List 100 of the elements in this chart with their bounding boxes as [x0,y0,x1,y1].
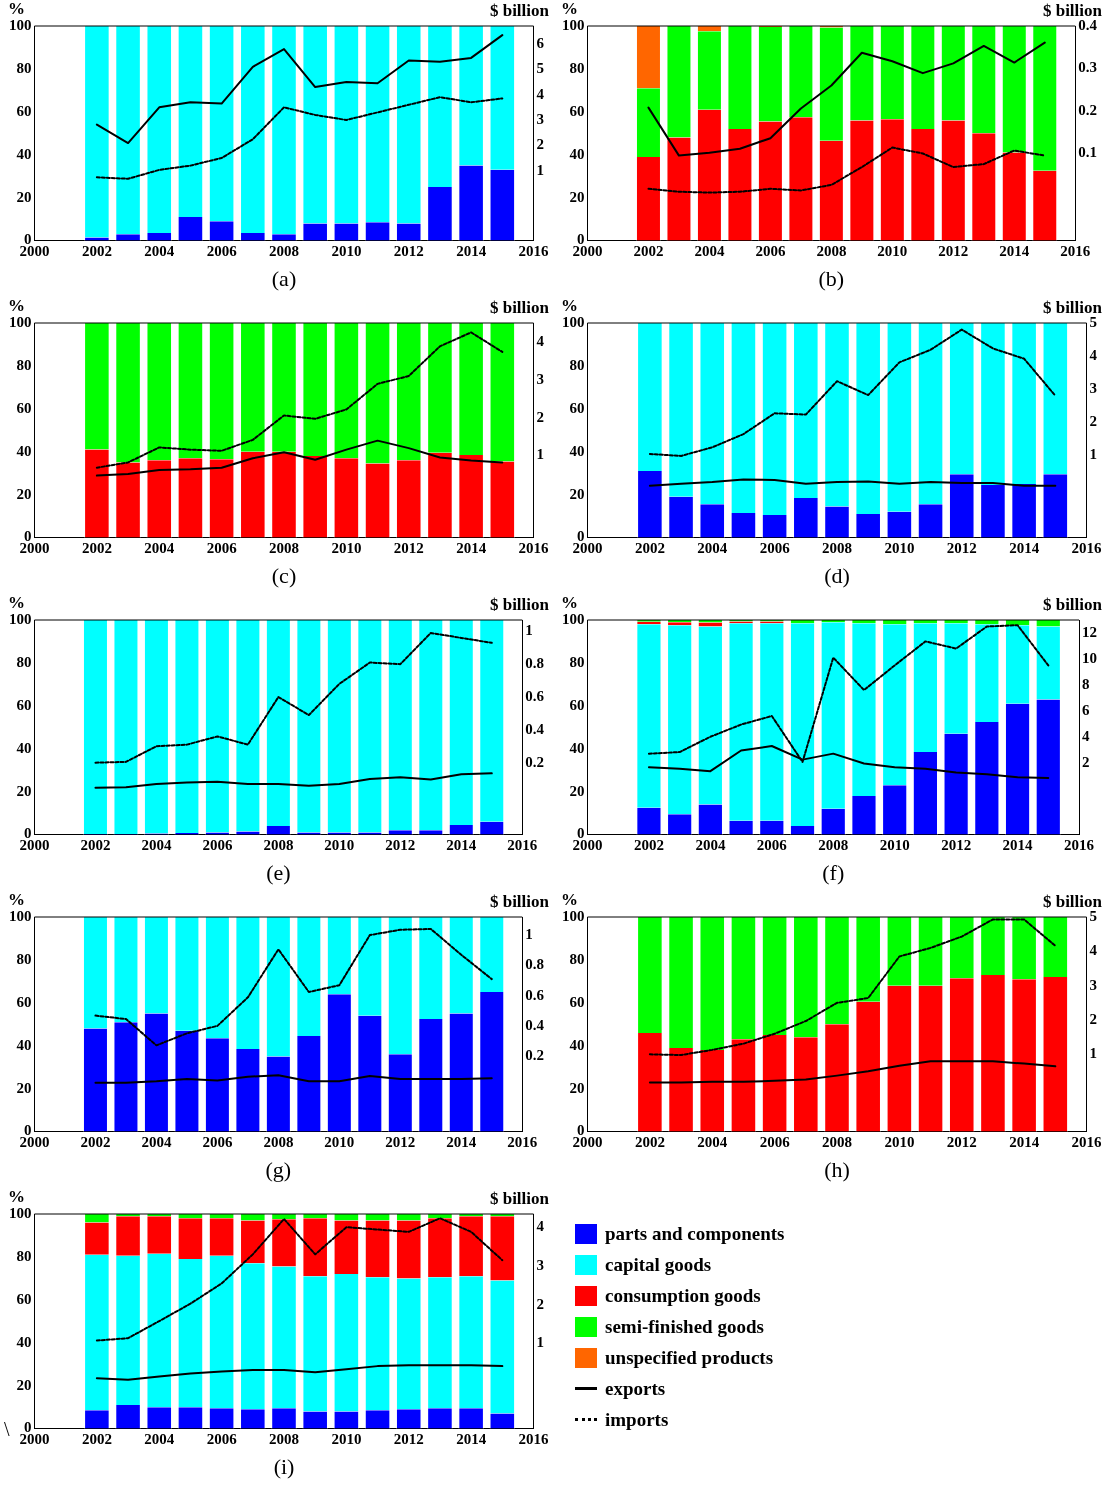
x-tick-label: 2008 [269,1431,299,1448]
y-tick-label: 100 [562,313,585,330]
y2-axis-title: $ billion [489,297,550,317]
y-tick-label: 80 [16,1247,32,1264]
y2-tick-label: 2 [1089,413,1097,430]
y2-tick-label: 0.4 [525,720,545,737]
y2-tick-label: 2 [536,408,544,425]
x-tick-label: 2016 [507,837,538,854]
y-tick-label: 60 [16,696,32,713]
x-tick-label: 2004 [144,1431,175,1448]
x-tick-label: 2012 [393,1431,424,1448]
y-tick-label: 100 [562,907,585,924]
x-tick-label: 2004 [697,1134,728,1151]
y-tick-label: 20 [569,485,585,502]
y2-tick-label: 6 [1082,701,1090,718]
x-tick-label: 2012 [385,1134,416,1151]
x-tick-label: 2004 [694,243,725,260]
x-tick-label: 2008 [822,540,852,557]
x-tick-label: 2014 [1009,1134,1040,1151]
y2-tick-label: 0.2 [525,1047,544,1064]
y2-tick-label: 0.6 [525,986,545,1003]
x-tick-label: 2016 [1064,837,1095,854]
legend-label: imports [605,1408,669,1431]
x-tick-label: 2008 [816,243,847,260]
y2-tick-label: 4 [536,85,545,102]
x-tick-label: 2014 [456,1431,487,1448]
y-axis-title: % [561,889,578,909]
x-tick-label: 2000 [19,1134,50,1151]
x-axis-title: (b) [818,265,845,291]
y-tick-label: 40 [569,739,585,756]
y-tick-label: 40 [16,145,32,162]
x-tick-label: 2004 [144,540,175,557]
y-axis-title: % [8,0,25,18]
legend-label: consumption goods [605,1284,761,1307]
y2-axis-title: $ billion [489,0,550,20]
y-tick-label: 80 [16,653,32,670]
x-tick-label: 2010 [884,1134,915,1151]
y-tick-label: 60 [569,696,585,713]
y2-tick-label: 1 [525,622,533,639]
y2-tick-label: 0.8 [525,956,544,973]
y2-tick-label: 5 [536,60,544,77]
x-tick-label: 2016 [1071,540,1102,557]
x-tick-label: 2000 [19,540,50,557]
x-axis-title: (f) [822,859,845,885]
x-tick-label: 2006 [206,540,238,557]
x-tick-label: 2006 [756,837,788,854]
x-tick-label: 2008 [269,540,299,557]
y-tick-label: 80 [16,950,32,967]
y-tick-label: 20 [16,188,32,205]
x-tick-label: 2004 [144,243,175,260]
x-tick-label: 2002 [81,540,112,557]
y-tick-label: 80 [16,59,32,76]
y-tick-label: 60 [16,1290,32,1307]
y2-tick-label: 0.6 [525,687,545,704]
x-axis-title: (a) [271,265,297,291]
y-tick-label: 20 [16,1376,32,1393]
x-tick-label: 2000 [572,837,603,854]
y2-tick-label: 4 [536,1218,545,1235]
y-tick-label: 20 [16,485,32,502]
x-tick-label: 2012 [938,243,969,260]
y-axis-title: % [8,592,25,612]
y-tick-label: 100 [562,610,585,627]
x-tick-label: 2012 [385,837,416,854]
y-tick-label: 100 [9,610,32,627]
y2-tick-label: 3 [536,371,544,387]
x-tick-label: 2008 [818,837,849,854]
y-tick-label: 60 [16,993,32,1010]
y-axis-title: % [8,1186,25,1206]
x-tick-label: 2010 [877,243,908,260]
x-tick-label: 2002 [634,540,665,557]
y2-tick-label: 0.8 [525,655,544,672]
x-tick-label: 2016 [1071,1134,1102,1151]
y-tick-label: 80 [569,356,585,373]
x-tick-label: 2002 [633,837,664,854]
x-tick-label: 2014 [1009,540,1040,557]
x-tick-label: 2000 [19,243,50,260]
y2-tick-label: 0.2 [1078,101,1097,118]
x-tick-label: 2002 [81,243,112,260]
x-tick-label: 2012 [946,1134,977,1151]
x-tick-label: 2006 [202,837,233,854]
x-tick-label: 2010 [324,1134,355,1151]
y2-tick-label: 3 [536,110,544,127]
y2-axis-title: $ billion [489,1188,550,1208]
y-tick-label: 40 [16,442,32,459]
x-tick-label: 2014 [456,243,487,260]
x-tick-label: 2004 [697,540,728,557]
x-tick-label: 2006 [759,540,791,557]
y2-tick-label: 2 [1089,1010,1097,1027]
legend-label: exports [605,1377,666,1400]
y-tick-label: 20 [16,782,32,799]
x-tick-label: 2016 [518,243,549,260]
x-tick-label: 2012 [393,243,424,260]
y2-tick-label: 3 [1089,380,1097,397]
legend-label: parts and components [605,1222,785,1245]
y2-tick-label: 2 [536,136,544,153]
x-tick-label: 2016 [518,1431,549,1448]
y2-tick-label: 1 [1089,1045,1097,1062]
y-tick-label: 60 [569,399,585,416]
y2-tick-label: 2 [536,1295,544,1312]
y-axis-title: % [561,295,578,315]
